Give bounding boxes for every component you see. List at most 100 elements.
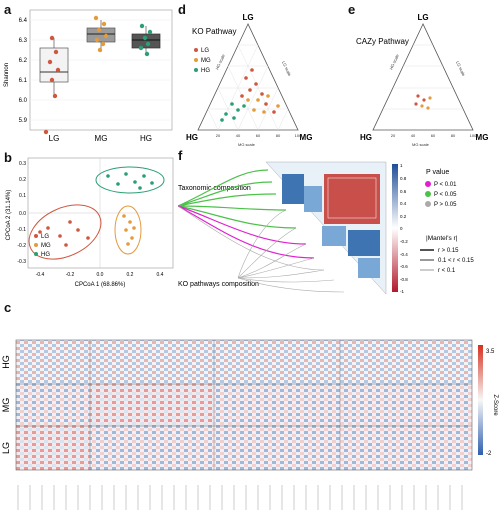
boxplot-xtick-lg: LG	[49, 134, 60, 143]
panel-letter-c: c	[4, 300, 12, 315]
ko-legend-hg: HG	[201, 68, 210, 74]
boxplot-ytick: 6.4	[19, 18, 28, 24]
ko-tick: 20	[216, 133, 221, 138]
cazy-tick: 60	[431, 133, 436, 138]
heatmap-block-lg	[16, 426, 472, 470]
boxplot-xtick-mg: MG	[95, 134, 108, 143]
heatmap-block-hg	[16, 340, 472, 384]
cpcoa-panel: CPCoA 2 (31.14%) 0.3 0.2 0.1 0.0 -0.1 -0…	[6, 157, 174, 288]
corr-cb-tick: 0.4	[400, 201, 407, 206]
cazy-vertex-lg: LG	[417, 13, 428, 22]
panel-letter-d: d	[178, 2, 186, 17]
corr-cb-tick: -0.4	[400, 252, 408, 257]
p-legend-title: P value	[426, 169, 449, 176]
cazy-axis-lg: LG scale	[455, 60, 467, 77]
ko-axis-hg: HG scale	[214, 53, 226, 71]
cpcoa-legend-hg: HG	[41, 252, 50, 258]
corr-cb-tick: 0.6	[400, 189, 407, 194]
panel-letter-e: e	[348, 2, 356, 17]
corr-cb-tick: -0.2	[400, 239, 408, 244]
points-cpcoa-lg	[38, 220, 90, 247]
ko-vertex-hg: HG	[186, 133, 198, 142]
boxplot-ytick: 6.3	[19, 38, 28, 44]
boxplot-frame	[29, 9, 173, 131]
cazy-ternary-panel: CAZy Pathway LG HG MG HG scale LG scale …	[356, 13, 489, 147]
cpcoa-ytick: -0.1	[17, 227, 26, 233]
cpcoa-ytick: -0.2	[17, 243, 26, 249]
box-mg	[86, 27, 116, 43]
ko-ternary-title: KO Pathway	[192, 27, 236, 36]
cpcoa-ytick: 0.2	[19, 177, 26, 183]
boxplot-ytick: 6.0	[19, 98, 28, 104]
ko-tick: 40	[236, 133, 241, 138]
points-cpcoa-hg	[106, 172, 154, 190]
zscore-cb-title: Z-Score	[492, 394, 498, 416]
ko-tick: 80	[276, 133, 281, 138]
panel-letter-a: a	[4, 2, 12, 17]
cpcoa-xtick: -0.4	[36, 272, 45, 278]
ko-tick: 60	[256, 133, 261, 138]
p-legend-3: P > 0.05	[434, 202, 457, 208]
boxplot-ytick: 6.1	[19, 78, 28, 84]
ko-tick: 100	[295, 133, 302, 138]
p-legend-2: P < 0.05	[434, 192, 457, 198]
panel-letter-f: f	[178, 148, 183, 163]
mantel-legend-title: |Mantel's r|	[426, 235, 458, 242]
cazy-tick: 80	[451, 133, 456, 138]
ko-ternary-legend: LG MG HG	[194, 48, 211, 74]
zscore-cb-max: 3.5	[486, 349, 495, 355]
mantel-links	[178, 169, 345, 293]
cazy-ternary-title: CAZy Pathway	[356, 37, 409, 46]
box-lg	[39, 47, 69, 83]
mantel-legend-3: r < 0.1	[438, 268, 456, 274]
points-lg	[43, 35, 61, 135]
mantel-legend-2: 0.1 < r < 0.15	[438, 258, 474, 264]
points-hg	[138, 23, 153, 57]
cpcoa-xtick: 0.4	[157, 272, 164, 278]
corr-cb-tick: -0.8	[400, 277, 408, 282]
zscore-cb-min: -2	[486, 451, 492, 457]
cazy-tick: 40	[411, 133, 416, 138]
cpcoa-ytick: 0.1	[19, 193, 26, 199]
ellipse-hg	[95, 166, 165, 194]
ko-vertex-mg: MG	[300, 133, 313, 142]
mantel-panel: Taxonomic composition KO pathways compos…	[178, 161, 474, 295]
mantel-left-label-ko: KO pathways composition	[178, 281, 259, 288]
boxplot-ytick: 5.9	[19, 118, 28, 124]
heatmap-block-mg	[16, 384, 472, 426]
correlation-matrix	[265, 161, 387, 295]
boxplot-xtick-hg: HG	[140, 134, 152, 143]
cpcoa-ytick: 0.3	[19, 161, 26, 167]
cpcoa-legend-lg: LG	[41, 234, 49, 240]
points-cpcoa-mg	[122, 214, 136, 246]
cpcoa-xtick: 0.2	[127, 272, 134, 278]
corr-cb-tick: 0.2	[400, 214, 407, 219]
cazy-ternary-points	[414, 94, 432, 110]
boxplot-ytick: 6.2	[19, 58, 28, 64]
cpcoa-legend: LG MG HG	[34, 234, 51, 258]
ko-legend-mg: MG	[201, 58, 211, 64]
ko-ternary-panel: KO Pathway LG HG MG HG scale LG scale MG…	[186, 13, 313, 147]
cazy-tick: 20	[391, 133, 396, 138]
corr-cb-tick: 0.8	[400, 176, 407, 181]
boxplot-ylabel: Shannon	[4, 63, 10, 87]
cpcoa-ytick: 0.0	[19, 211, 26, 217]
cazy-ternary-triangle	[372, 23, 474, 131]
ellipse-lg	[28, 204, 102, 260]
ko-ternary-triangle	[197, 23, 299, 131]
corr-cb-tick: 1	[400, 163, 403, 168]
mantel-legend-1: r > 0.15	[438, 248, 459, 254]
cpcoa-ylabel: CPCoA 2 (31.14%)	[6, 190, 12, 241]
corr-cb-tick: -0.6	[400, 264, 408, 269]
box-hg	[131, 33, 161, 49]
cpcoa-xlabel: CPCoA 1 (68.86%)	[75, 282, 126, 288]
ko-legend-lg: LG	[201, 48, 209, 54]
correlation-colorbar	[392, 164, 398, 292]
ellipse-mg	[114, 205, 142, 255]
cpcoa-legend-mg: MG	[41, 243, 51, 249]
cazy-axis-mg: MG scale	[412, 142, 430, 147]
cpcoa-xtick: -0.2	[66, 272, 75, 278]
cazy-tick: 100	[470, 133, 477, 138]
panel-letter-b: b	[4, 150, 12, 165]
cazy-vertex-mg: MG	[476, 133, 489, 142]
